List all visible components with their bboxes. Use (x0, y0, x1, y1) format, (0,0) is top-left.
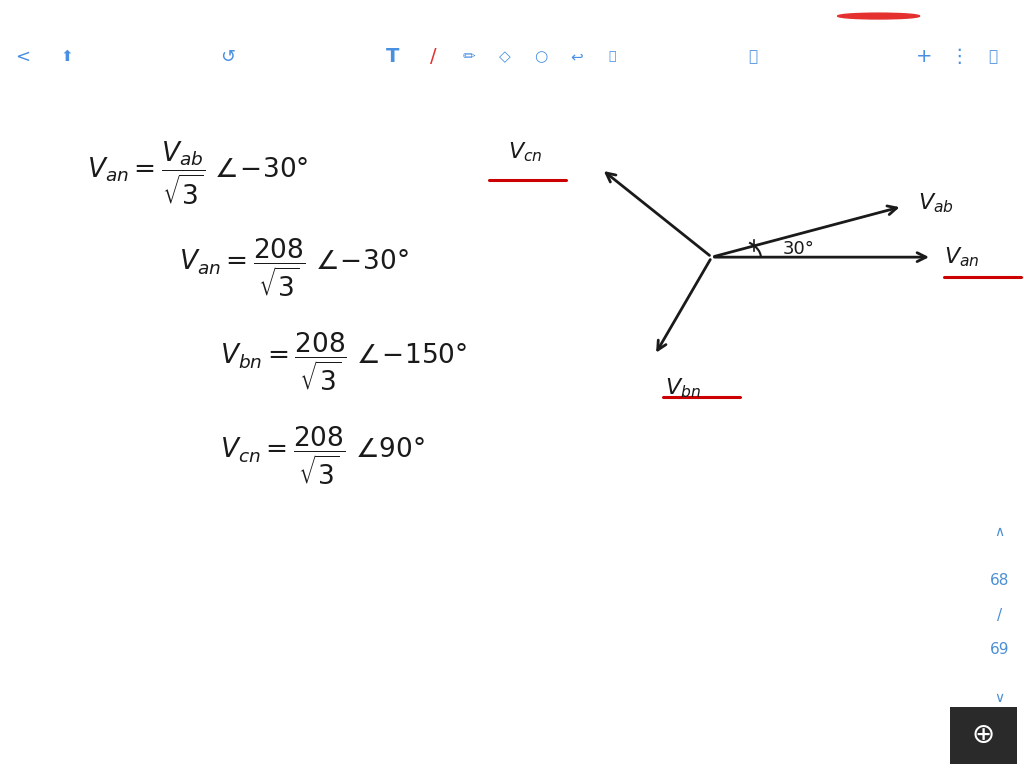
Circle shape (838, 13, 920, 19)
Text: 68: 68 (990, 573, 1009, 588)
Text: ⊕: ⊕ (972, 721, 995, 750)
Text: ⧉: ⧉ (989, 49, 997, 65)
Text: ∨: ∨ (994, 691, 1005, 706)
Text: ⋮: ⋮ (949, 48, 970, 66)
Text: 🎤: 🎤 (749, 49, 757, 65)
Text: +: + (915, 48, 932, 66)
Text: ◇: ◇ (499, 49, 511, 65)
Text: $V_{an} = \dfrac{208}{\sqrt{3}}\ \angle\!-\!30°$: $V_{an} = \dfrac{208}{\sqrt{3}}\ \angle\… (179, 236, 410, 299)
Text: <: < (15, 48, 30, 66)
Text: ∧: ∧ (994, 525, 1005, 538)
Text: /: / (430, 48, 436, 66)
FancyBboxPatch shape (947, 703, 1020, 767)
Text: T: T (385, 48, 399, 66)
Text: $V_{bn}$: $V_{bn}$ (665, 376, 700, 399)
Text: $V_{cn} = \dfrac{208}{\sqrt{3}}\ \angle 90°$: $V_{cn} = \dfrac{208}{\sqrt{3}}\ \angle … (220, 424, 425, 487)
Text: /: / (996, 607, 1002, 623)
Text: 30°: 30° (782, 240, 815, 258)
Text: ✏: ✏ (463, 49, 475, 65)
Text: 69: 69 (989, 642, 1010, 657)
Text: 85%: 85% (919, 9, 945, 22)
Text: $V_{ab}$: $V_{ab}$ (918, 191, 953, 215)
Text: 🔗: 🔗 (608, 51, 616, 64)
Text: ↩: ↩ (570, 49, 583, 65)
Text: ⬆: ⬆ (60, 49, 73, 65)
Text: $V_{bn} = \dfrac{208}{\sqrt{3}}\ \angle\!-\!150°$: $V_{bn} = \dfrac{208}{\sqrt{3}}\ \angle\… (220, 330, 467, 393)
Text: $V_{an} = \dfrac{V_{ab}}{\sqrt{3}}\ \angle\!-\!30°$: $V_{an} = \dfrac{V_{ab}}{\sqrt{3}}\ \ang… (87, 140, 308, 207)
Text: $V_{cn}$: $V_{cn}$ (508, 140, 542, 164)
Text: ○: ○ (535, 49, 547, 65)
Text: ↺: ↺ (220, 48, 234, 66)
Text: 1:57 PM   Wed Dec 29: 1:57 PM Wed Dec 29 (12, 9, 141, 22)
Text: $V_{an}$: $V_{an}$ (944, 245, 980, 269)
